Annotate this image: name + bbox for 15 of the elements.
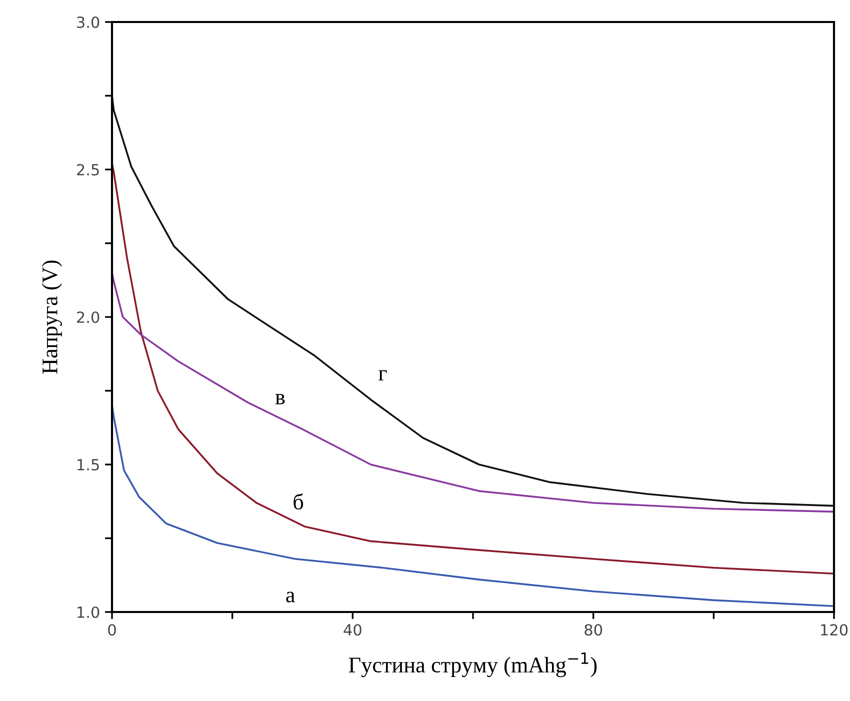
x-axis-title: Густина струму (mAhg$^{−1}$): [348, 652, 597, 678]
x-tick-label: 40: [344, 624, 362, 636]
series-label: г: [378, 370, 387, 380]
series-label: в: [275, 394, 285, 404]
x-tick-label: 80: [584, 624, 602, 636]
y-tick-label: 2.0: [77, 311, 100, 324]
y-tick-label: 2.5: [77, 164, 99, 176]
x-tick-label: 120: [821, 624, 848, 636]
series-label: а: [286, 592, 295, 602]
y-tick-label: 3.0: [77, 16, 100, 28]
y-tick-label: 1.0: [78, 606, 100, 618]
y-tick-label: 1.5: [78, 459, 99, 471]
x-tick-label: 0: [108, 624, 116, 636]
y-axis-title: Напруга (V): [42, 260, 62, 374]
series-label: б: [294, 493, 304, 510]
